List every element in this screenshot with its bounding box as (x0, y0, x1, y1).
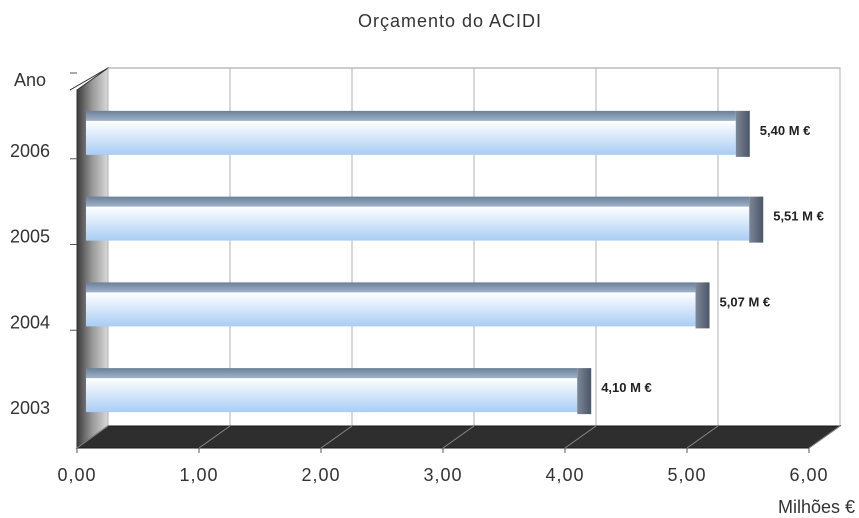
data-label: 4,10 M € (601, 380, 652, 395)
x-tick-label: 6,00 (789, 465, 828, 485)
data-labels: 5,40 M € 5,51 M € 5,07 M € 4,10 M € (601, 123, 824, 395)
data-label: 5,51 M € (773, 209, 824, 224)
bar-top (86, 368, 578, 381)
floor-grid-line (442, 425, 475, 449)
bar-end (749, 196, 764, 243)
bar (86, 368, 592, 415)
category-label: 2005 (10, 227, 50, 247)
x-axis-label: Milhões € (778, 497, 855, 517)
x-tick-label: 5,00 (667, 465, 706, 485)
category-label: 2004 (10, 312, 50, 332)
y-axis-categories: 2006 2005 2004 2003 (10, 72, 77, 418)
floor-grid-line (564, 425, 597, 449)
x-tick-label: 1,00 (179, 465, 218, 485)
data-label: 5,40 M € (760, 123, 811, 138)
chart-floor (75, 425, 842, 449)
category-label: 2003 (10, 398, 50, 418)
bar (86, 110, 750, 157)
chart-title: Orçamento do ACIDI (358, 11, 542, 31)
x-tick-label: 0,00 (57, 465, 96, 485)
bar-top (86, 196, 750, 209)
floor-grid-line (76, 425, 109, 449)
bar-top (86, 110, 736, 123)
data-label: 5,07 M € (720, 294, 771, 309)
floor-grid-line (320, 425, 353, 449)
bar-end (735, 110, 750, 157)
bar-end (695, 282, 710, 329)
bars (86, 110, 764, 415)
corner-edge (69, 67, 109, 91)
x-tick-label: 2,00 (301, 465, 340, 485)
floor-grid-line (198, 425, 231, 449)
floor-grid-line (808, 425, 841, 449)
bar-front (86, 120, 736, 155)
bar-end (577, 368, 592, 415)
bar (86, 196, 764, 243)
bar (86, 282, 710, 329)
bar-front (86, 292, 696, 327)
x-tick-label: 4,00 (545, 465, 584, 485)
x-axis-ticks: 0,00 1,00 2,00 3,00 4,00 5,00 6,00 (57, 448, 828, 485)
bar-top (86, 282, 696, 295)
y-axis-label: Ano (14, 70, 46, 90)
bar-front (86, 206, 750, 241)
x-tick-label: 3,00 (423, 465, 462, 485)
floor-grid-line (686, 425, 719, 449)
category-label: 2006 (10, 141, 50, 161)
bar-front (86, 378, 578, 413)
